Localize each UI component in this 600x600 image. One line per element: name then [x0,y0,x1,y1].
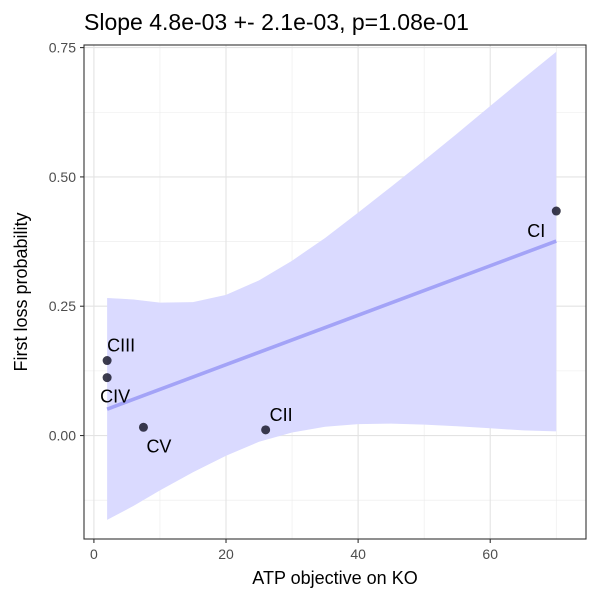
point-label-cii: CII [270,405,293,425]
fit-line [106,239,557,411]
points-layer [102,206,561,435]
y-tick-label: 0.25 [49,298,76,314]
data-point-cv [138,422,148,432]
point-labels-layer: CI CII CIII CIV CV [100,221,545,456]
confidence-band [107,51,557,520]
data-point-cii [261,425,271,435]
chart-title: Slope 4.8e-03 +- 2.1e-03, p=1.08e-01 [84,9,469,35]
axis-ticks: 0 20 40 60 0.00 0.25 0.50 0.75 [49,40,498,562]
fit-line-layer [106,239,557,411]
y-tick-label: 0.50 [49,169,76,185]
panel-border [83,44,587,540]
x-tick-label: 20 [218,546,234,562]
point-label-ciii: CIII [107,336,135,356]
x-tick-label: 40 [350,546,366,562]
data-point-civ [102,373,112,383]
point-label-ci: CI [527,221,545,241]
x-tick-label: 60 [482,546,498,562]
x-axis-label: ATP objective on KO [252,568,417,588]
point-label-cv: CV [146,436,171,456]
confidence-band-layer [107,51,557,520]
y-tick-label: 0.75 [49,40,76,56]
y-axis-label: First loss probability [11,212,31,371]
y-tick-label: 0.00 [49,428,76,444]
x-tick-label: 0 [90,546,98,562]
data-point-ciii [102,356,112,366]
data-point-ci [551,206,561,216]
point-label-civ: CIV [100,387,130,407]
